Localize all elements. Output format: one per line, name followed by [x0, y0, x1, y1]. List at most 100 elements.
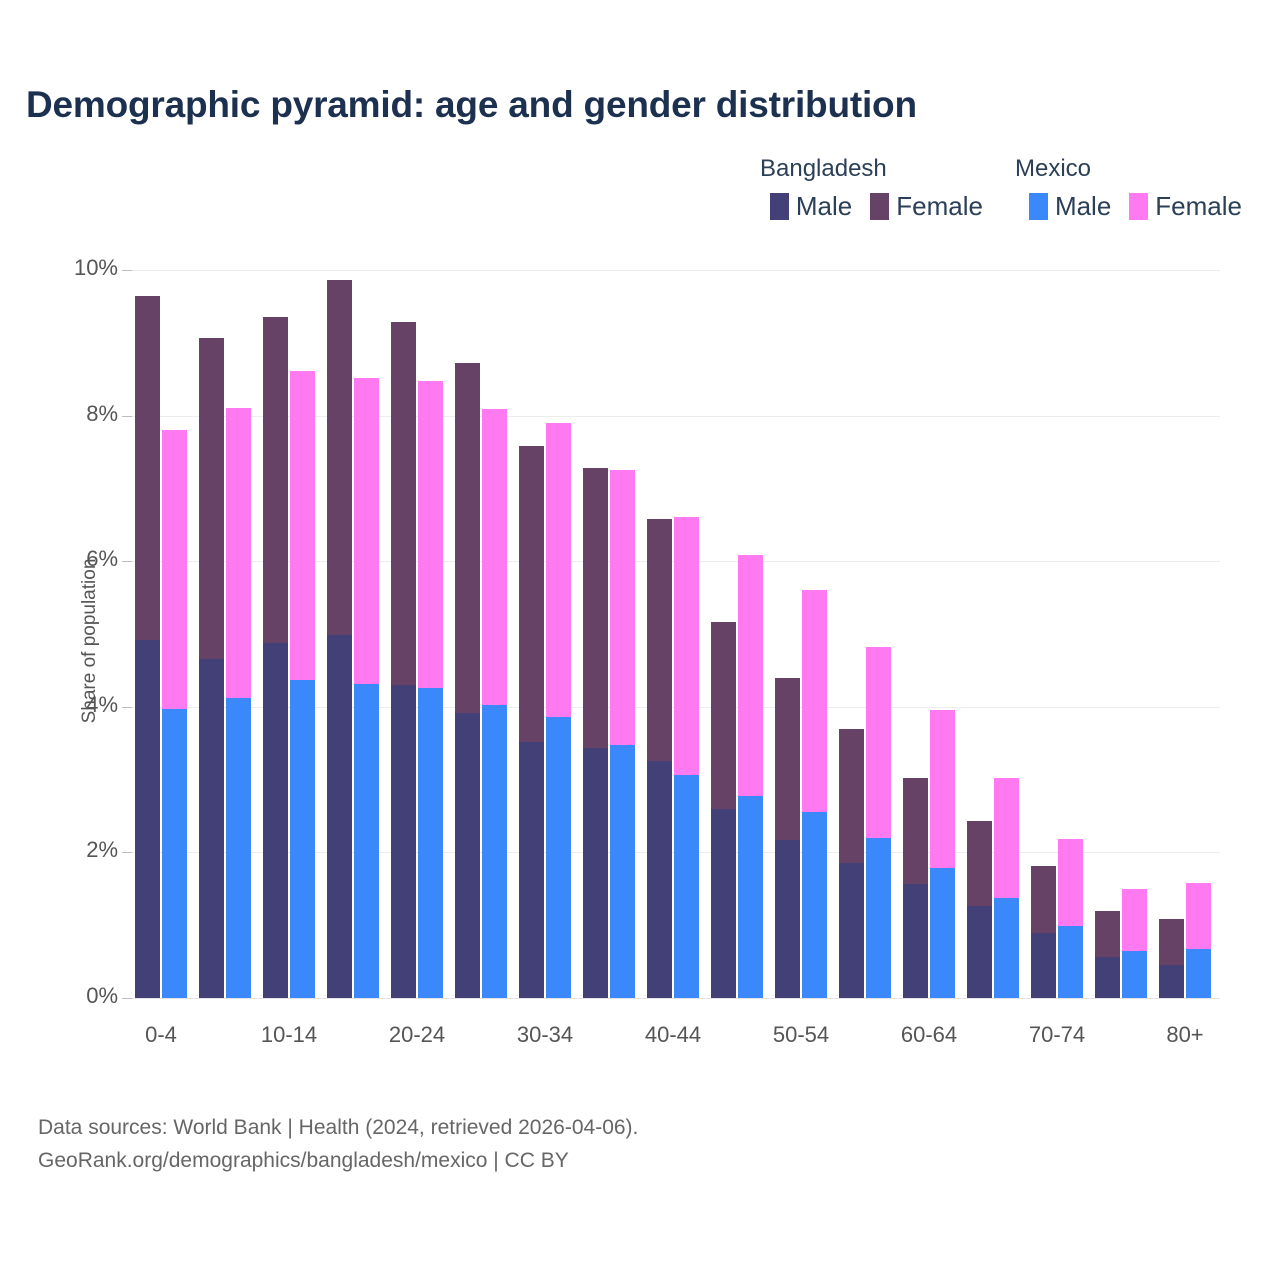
bar-mexico-10-14[interactable] [290, 371, 315, 998]
x-tick-label: 80+ [1166, 1022, 1204, 1047]
bar-segment-mexico-male [418, 687, 443, 998]
bar-segment-bangladesh-male [391, 684, 416, 998]
bar-segment-bangladesh-male [647, 761, 672, 998]
bar-bangladesh-10-14[interactable] [263, 316, 288, 998]
bar-mexico-30-34[interactable] [546, 422, 571, 998]
x-tick-label: 30-34 [516, 1022, 574, 1047]
bar-bangladesh-35-39[interactable] [583, 468, 608, 998]
bar-segment-mexico-female [738, 554, 763, 796]
bar-segment-bangladesh-male [1031, 933, 1056, 998]
y-tick-dash [122, 270, 132, 271]
x-tick-label: 20-24 [388, 1022, 446, 1047]
bar-mexico-20-24[interactable] [418, 381, 443, 998]
bar-mexico-50-54[interactable] [802, 590, 827, 998]
bar-bangladesh-30-34[interactable] [519, 446, 544, 998]
bar-bangladesh-80+[interactable] [1159, 918, 1184, 998]
bar-segment-mexico-female [994, 778, 1019, 898]
bar-segment-mexico-male [1186, 949, 1211, 998]
bar-segment-mexico-female [162, 430, 187, 709]
bar-mexico-35-39[interactable] [610, 470, 635, 998]
bar-segment-bangladesh-female [839, 728, 864, 863]
bar-mexico-40-44[interactable] [674, 516, 699, 998]
bar-mexico-60-64[interactable] [930, 710, 955, 998]
bar-bangladesh-70-74[interactable] [1031, 866, 1056, 998]
bar-segment-bangladesh-male [327, 635, 352, 998]
bar-segment-mexico-female [674, 516, 699, 776]
bar-segment-bangladesh-male [199, 658, 224, 998]
bar-segment-bangladesh-male [967, 906, 992, 998]
bar-mexico-5-9[interactable] [226, 408, 251, 998]
bar-segment-mexico-male [674, 775, 699, 998]
bar-bangladesh-75-79[interactable] [1095, 911, 1120, 998]
bar-bangladesh-20-24[interactable] [391, 321, 416, 998]
bar-mexico-15-19[interactable] [354, 378, 379, 998]
bar-mexico-70-74[interactable] [1058, 839, 1083, 998]
bar-bangladesh-60-64[interactable] [903, 778, 928, 998]
bar-segment-bangladesh-female [647, 518, 672, 762]
legend-group-titles: Bangladesh Mexico [760, 155, 1242, 183]
bar-segment-mexico-female [1186, 882, 1211, 950]
bar-mexico-75-79[interactable] [1122, 888, 1147, 998]
bar-segment-bangladesh-male [263, 642, 288, 998]
legend-item-mexico-female[interactable]: Female [1129, 191, 1242, 222]
bar-bangladesh-5-9[interactable] [199, 338, 224, 998]
bar-segment-mexico-female [866, 647, 891, 838]
legend-item-mexico-male[interactable]: Male [1028, 191, 1111, 222]
bar-segment-bangladesh-female [327, 280, 352, 636]
bar-segment-mexico-female [610, 470, 635, 746]
bar-mexico-45-49[interactable] [738, 554, 763, 998]
x-tick-label: 70-74 [1028, 1022, 1086, 1047]
footer-line-2: GeoRank.org/demographics/bangladesh/mexi… [38, 1148, 569, 1172]
x-tick-label: 0-4 [145, 1022, 177, 1047]
legend-item-label: Female [896, 191, 983, 221]
y-tick-label: 10% [73, 255, 118, 280]
bar-segment-mexico-female [930, 710, 955, 868]
bar-bangladesh-40-44[interactable] [647, 518, 672, 998]
y-tick-dash [122, 852, 132, 854]
bar-bangladesh-50-54[interactable] [775, 677, 800, 998]
bar-segment-bangladesh-male [903, 883, 928, 998]
bar-segment-bangladesh-female [263, 316, 288, 643]
bar-segment-mexico-female [1058, 839, 1083, 926]
bar-bangladesh-0-4[interactable] [135, 296, 160, 998]
bar-segment-mexico-female [226, 408, 251, 699]
legend-group-title-mexico: Mexico [1015, 155, 1092, 182]
bar-segment-mexico-male [1058, 925, 1083, 998]
chart-legend: Bangladesh Mexico Male Female Male Female [760, 155, 1242, 222]
bar-mexico-80+[interactable] [1186, 882, 1211, 998]
page-title: Demographic pyramid: age and gender dist… [26, 84, 917, 125]
bar-segment-bangladesh-male [711, 808, 736, 998]
bar-segment-mexico-male [546, 716, 571, 998]
bar-mexico-65-69[interactable] [994, 778, 1019, 998]
y-tick-label: 2% [86, 837, 118, 863]
bar-bangladesh-55-59[interactable] [839, 728, 864, 998]
bar-segment-bangladesh-female [1159, 918, 1184, 965]
gridline [128, 998, 1220, 999]
legend-item-bangladesh-female[interactable]: Female [870, 191, 983, 222]
bar-bangladesh-65-69[interactable] [967, 821, 992, 998]
footer-line-1: Data sources: World Bank | Health (2024,… [38, 1116, 639, 1139]
bar-segment-bangladesh-female [199, 338, 224, 659]
bar-segment-bangladesh-female [391, 321, 416, 685]
bar-segment-mexico-male [354, 684, 379, 998]
bar-mexico-55-59[interactable] [866, 647, 891, 998]
bar-mexico-0-4[interactable] [162, 430, 187, 998]
bar-segment-bangladesh-female [903, 778, 928, 884]
bar-mexico-25-29[interactable] [482, 409, 507, 998]
bar-segment-mexico-female [354, 378, 379, 685]
bar-bangladesh-15-19[interactable] [327, 280, 352, 998]
x-tick-label: 10-14 [260, 1022, 318, 1047]
legend-item-bangladesh-male[interactable]: Male [769, 191, 852, 222]
bar-segment-mexico-female [802, 590, 827, 813]
bar-bangladesh-45-49[interactable] [711, 622, 736, 998]
y-tick-dash [122, 561, 132, 563]
y-tick-dash [122, 415, 132, 417]
bar-segment-bangladesh-male [1159, 964, 1184, 998]
legend-swatch-icon [769, 193, 789, 220]
bar-bangladesh-25-29[interactable] [455, 363, 480, 998]
gridline [128, 415, 1220, 417]
bar-segment-bangladesh-female [1095, 911, 1120, 958]
legend-item-label: Female [1155, 191, 1242, 221]
